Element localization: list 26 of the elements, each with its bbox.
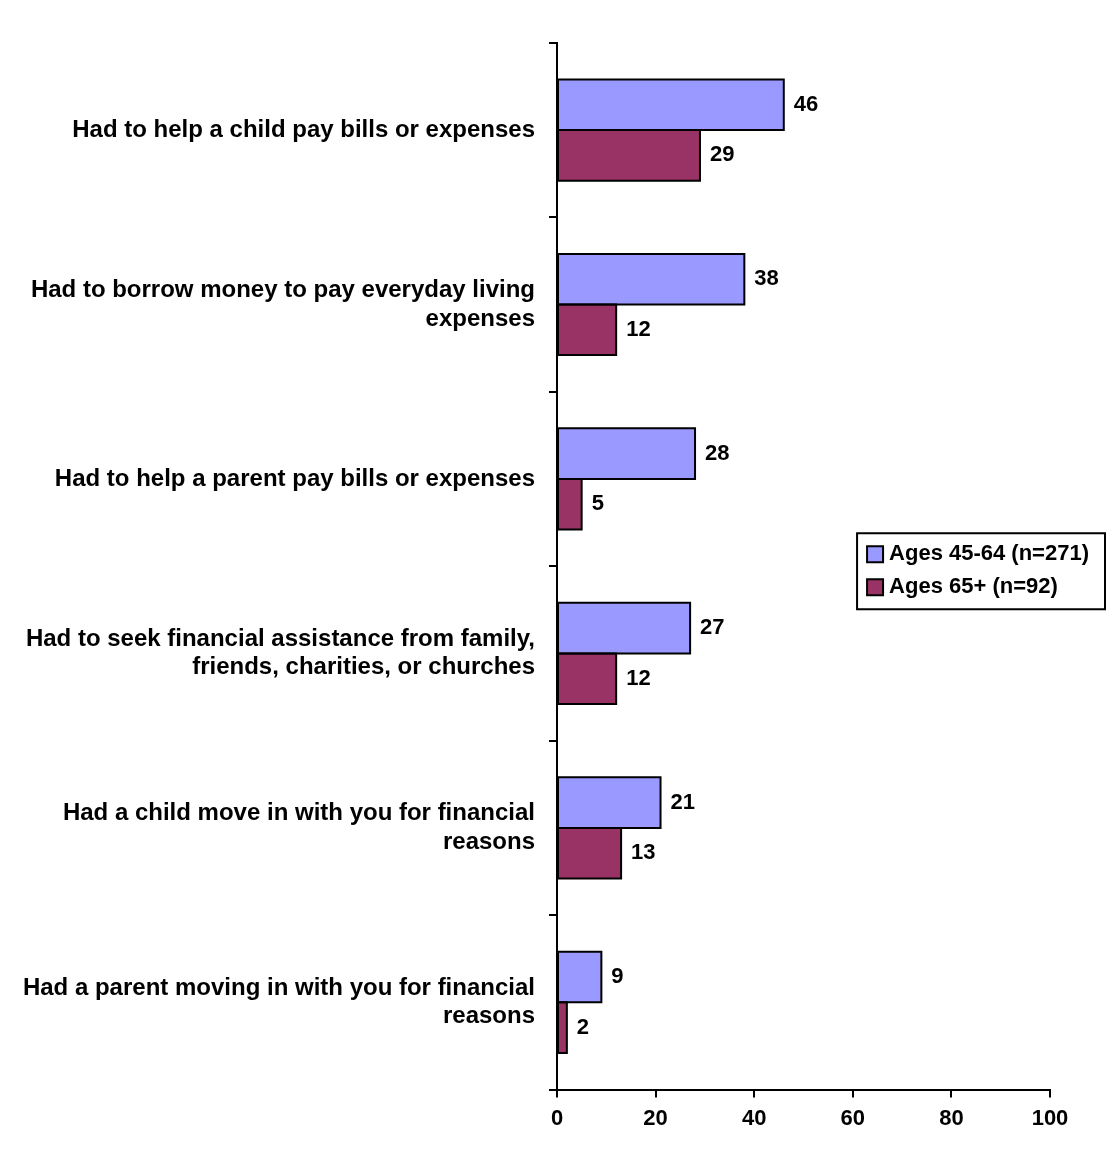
data-label: 46 [793,90,819,116]
data-label: 13 [631,839,656,865]
data-label: 27 [700,614,725,640]
data-label: 12 [626,315,651,341]
data-label: 21 [670,788,696,814]
x-tick-label: 100 [1031,1104,1069,1130]
data-label: 38 [754,265,779,291]
y-tick-label: Had a child move in with you for financial reasons [62,798,535,854]
data-label: 5 [591,490,604,516]
y-tick-label: Had to help a parent pay bills or expenses [54,463,535,491]
x-tick-label: 20 [643,1104,668,1130]
x-tick-label: 0 [550,1104,564,1130]
legend-label: Ages 65+ (n=92) [889,573,1058,599]
data-label: 12 [626,664,651,690]
data-label: 9 [611,963,624,989]
y-tick-label: Had to borrow money to pay everyday living expenses [30,274,535,331]
data-label: 2 [576,1013,590,1039]
y-tick-label: Had to help a child pay bills or expenses [72,114,535,142]
x-tick-label: 60 [840,1104,866,1130]
legend-label: Ages 45-64 (n=271) [889,540,1089,566]
y-tick-label: Had a parent moving in with you for financial reasons [22,972,535,1029]
data-label: 28 [705,439,730,465]
y-tick-label: Had to seek financial assistance from family, friends, charities, or churches [25,623,535,680]
x-tick-label: 80 [939,1104,964,1130]
data-label: 29 [709,141,735,167]
x-tick-label: 40 [741,1104,767,1130]
